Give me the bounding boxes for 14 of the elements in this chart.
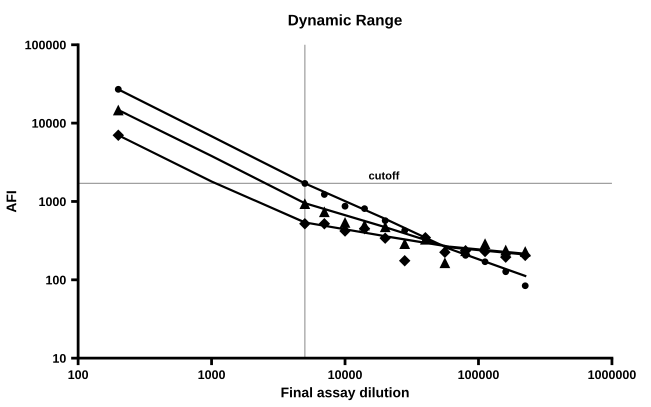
y-tick-label: 100 (46, 276, 66, 284)
y-axis-title: AFI (6, 191, 16, 212)
x-tick-label: 1000000 (588, 370, 636, 380)
ref-line-label: cutoff (368, 171, 400, 180)
chart-title: Dynamic Range (288, 14, 402, 29)
x-tick-label: 1000 (198, 370, 225, 380)
x-tick-label: 100000 (458, 370, 499, 380)
x-axis-title: Final assay dilution (282, 387, 409, 400)
x-tick-label: 100 (68, 370, 88, 380)
y-tick-label: 1000 (39, 197, 66, 206)
y-tick-label: 100000 (25, 40, 66, 50)
y-tick-label: 10000 (32, 118, 66, 128)
y-tick-label: 10 (53, 354, 66, 363)
x-tick-label: 10000 (328, 370, 362, 380)
